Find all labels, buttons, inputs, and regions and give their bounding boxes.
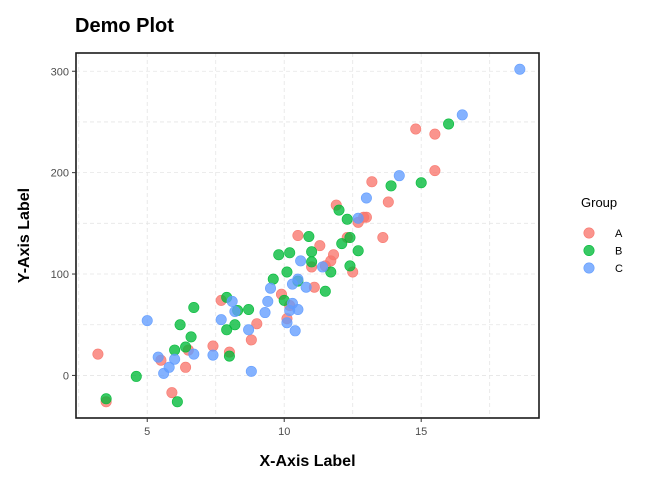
point-B <box>336 238 348 250</box>
point-C <box>163 361 175 373</box>
legend-label-B: B <box>615 246 622 258</box>
point-B <box>273 249 285 261</box>
point-B <box>352 245 364 257</box>
legend-label-A: A <box>615 228 623 240</box>
point-B <box>229 319 241 331</box>
y-tick-label: 300 <box>51 66 69 78</box>
legend: Group ABC <box>581 195 623 275</box>
point-B <box>306 246 318 258</box>
point-B <box>185 331 197 343</box>
point-C <box>141 315 153 327</box>
point-B <box>303 231 315 243</box>
point-C <box>169 353 181 365</box>
point-B <box>130 370 142 382</box>
point-B <box>385 180 397 192</box>
x-axis-title: X-Axis Label <box>259 453 355 470</box>
point-C <box>456 109 468 121</box>
point-B <box>221 324 233 336</box>
legend-key-C <box>583 262 595 274</box>
data-points <box>92 63 526 408</box>
x-tick-label: 10 <box>278 426 290 438</box>
legend-items: ABC <box>583 227 623 275</box>
point-A <box>377 232 389 244</box>
chart-title: Demo Plot <box>75 15 174 37</box>
point-B <box>306 256 318 268</box>
point-C <box>245 365 257 377</box>
point-A <box>429 128 441 140</box>
point-C <box>262 295 274 307</box>
point-A <box>180 361 192 373</box>
x-tick-label: 15 <box>415 426 427 438</box>
point-C <box>295 255 307 267</box>
point-A <box>92 348 104 360</box>
point-A <box>245 334 257 346</box>
point-B <box>344 232 356 244</box>
plot-panel <box>75 52 540 419</box>
legend-label-C: C <box>615 263 623 275</box>
point-C <box>292 304 304 316</box>
y-tick-label: 0 <box>63 370 69 382</box>
point-A <box>314 240 326 252</box>
point-A <box>429 165 441 177</box>
y-tick-label: 100 <box>51 269 69 281</box>
point-C <box>243 324 255 336</box>
point-B <box>174 319 186 331</box>
point-A <box>382 196 394 208</box>
y-axis-title: Y-Axis Label <box>16 188 33 283</box>
axes: 5 10 15 0 100 200 300 <box>51 66 428 438</box>
point-B <box>443 118 455 130</box>
point-A <box>251 318 263 330</box>
y-tick-label: 200 <box>51 168 69 180</box>
point-C <box>289 325 301 337</box>
point-C <box>317 261 329 273</box>
point-B <box>284 247 296 259</box>
point-B <box>223 350 235 362</box>
point-C <box>226 295 238 307</box>
point-C <box>514 63 526 75</box>
point-C <box>352 212 364 224</box>
point-B <box>325 266 337 278</box>
point-A <box>166 387 178 399</box>
point-C <box>265 282 277 294</box>
point-A <box>410 123 422 135</box>
point-C <box>259 307 271 319</box>
point-B <box>243 304 255 316</box>
point-C <box>188 348 200 360</box>
point-C <box>360 192 372 204</box>
legend-title: Group <box>581 195 617 210</box>
point-C <box>393 170 405 182</box>
point-B <box>281 266 293 278</box>
point-A <box>292 230 304 242</box>
legend-key-A <box>583 227 595 239</box>
point-B <box>180 341 192 353</box>
point-B <box>415 177 427 189</box>
point-C <box>300 281 312 293</box>
legend-key-B <box>583 245 595 257</box>
point-B <box>171 396 183 408</box>
point-B <box>344 260 356 272</box>
point-C <box>281 317 293 329</box>
point-B <box>319 285 331 297</box>
point-B <box>341 213 353 225</box>
point-C <box>229 306 241 318</box>
point-A <box>366 176 378 188</box>
point-C <box>207 349 219 361</box>
point-C <box>152 351 164 363</box>
point-B <box>333 204 345 216</box>
point-B <box>188 301 200 313</box>
x-tick-label: 5 <box>144 426 150 438</box>
point-B <box>267 273 279 285</box>
point-A <box>328 249 340 261</box>
point-C <box>292 273 304 285</box>
point-B <box>100 393 112 405</box>
point-C <box>215 314 227 326</box>
